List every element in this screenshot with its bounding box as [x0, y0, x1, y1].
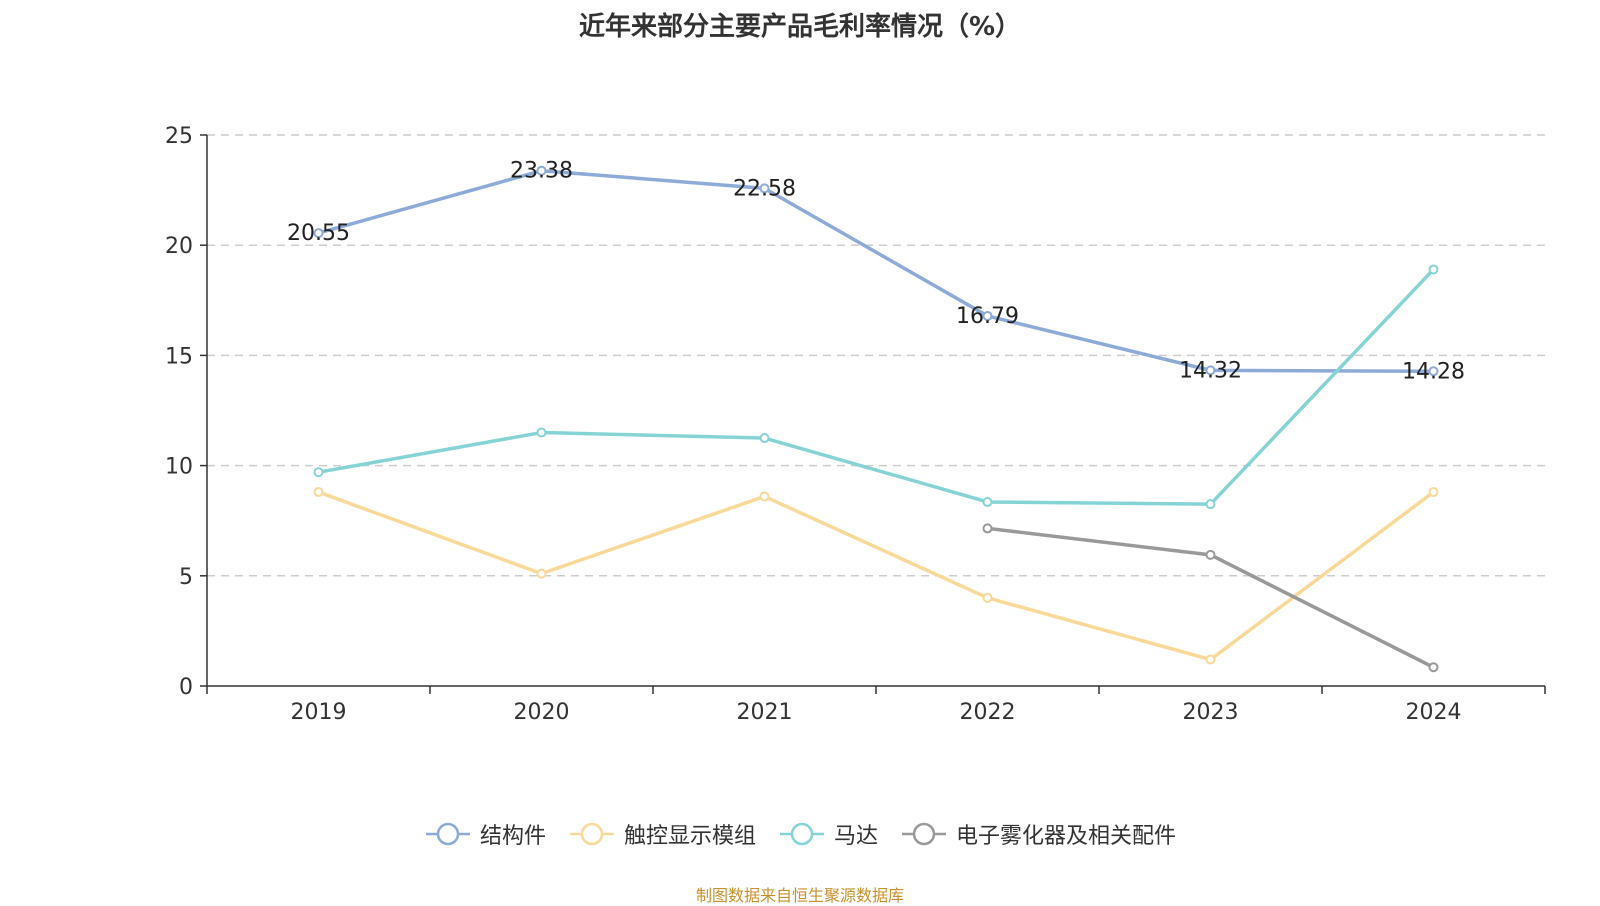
- legend-label: 触控显示模组: [623, 824, 756, 849]
- legend-marker: [790, 822, 814, 846]
- data-point: [536, 165, 547, 176]
- data-point: [1205, 365, 1216, 376]
- data-point: [1428, 662, 1439, 673]
- data-point: [759, 491, 770, 502]
- data-labels: 20.55 23.38 22.58 16.79 14.32 14.28: [287, 159, 1465, 385]
- x-tick-label: 2019: [291, 700, 347, 725]
- series-1: [313, 487, 1439, 665]
- data-point: [1205, 549, 1216, 560]
- legend-item[interactable]: 触控显示模组: [568, 818, 756, 850]
- y-tick-label: 10: [165, 455, 193, 480]
- y-tick-label: 0: [179, 675, 193, 700]
- legend-swatch-icon: [902, 822, 947, 846]
- data-label: 20.55: [287, 221, 350, 246]
- x-tick-label: 2023: [1183, 700, 1239, 725]
- x-tick-label: 2020: [514, 700, 570, 725]
- data-point: [1428, 264, 1439, 275]
- data-point: [536, 427, 547, 438]
- legend-label: 马达: [834, 824, 879, 849]
- y-tick-label: 5: [179, 565, 193, 590]
- data-point: [313, 487, 324, 498]
- data-point: [982, 310, 993, 321]
- data-label: 14.28: [1402, 359, 1465, 384]
- series-2: [313, 264, 1439, 510]
- data-point: [1205, 499, 1216, 510]
- data-point: [759, 183, 770, 194]
- series-3: [982, 523, 1439, 673]
- series-line: [316, 168, 1436, 374]
- data-point: [982, 496, 993, 507]
- data-label: 14.32: [1179, 358, 1242, 383]
- legend-marker: [912, 822, 936, 846]
- data-point: [1428, 487, 1439, 498]
- legend-swatch-icon: [425, 822, 470, 846]
- series-0: [313, 165, 1439, 377]
- y-tick-label: 15: [165, 344, 193, 369]
- data-point: [1205, 654, 1216, 665]
- data-point: [536, 568, 547, 579]
- series-lines: [313, 165, 1439, 673]
- legend: 结构件 触控显示模组 马达 电子雾化器及相关配件: [0, 818, 1600, 850]
- data-point: [313, 467, 324, 478]
- data-label: 23.38: [510, 159, 573, 184]
- x-tick-label: 2024: [1406, 700, 1462, 725]
- data-label: 22.58: [733, 176, 796, 201]
- legend-marker: [436, 822, 460, 846]
- data-point: [1428, 366, 1439, 377]
- data-point: [982, 523, 993, 534]
- y-tick-label: 20: [165, 234, 193, 259]
- x-tick-label: 2022: [960, 700, 1016, 725]
- data-label: 16.79: [956, 304, 1019, 329]
- legend-item[interactable]: 马达: [778, 818, 878, 850]
- grid-lines: [207, 134, 1545, 577]
- chart-title: 近年来部分主要产品毛利率情况（%）: [578, 12, 1022, 42]
- series-line: [316, 490, 1436, 662]
- series-line: [985, 526, 1436, 670]
- x-tick-label: 2021: [737, 700, 793, 725]
- series-line: [316, 267, 1436, 506]
- data-point: [759, 433, 770, 444]
- source-note: 制图数据来自恒生聚源数据库: [695, 886, 904, 905]
- legend-swatch-icon: [780, 822, 824, 846]
- data-point: [313, 228, 324, 239]
- legend-swatch-icon: [569, 822, 614, 846]
- legend-label: 结构件: [479, 824, 546, 849]
- data-point: [982, 592, 993, 603]
- axes: 0 5 10 15 20 25 2019 2020 2021 2022 2023 2024: [165, 124, 1546, 725]
- legend-marker: [580, 822, 604, 846]
- legend-label: 电子雾化器及相关配件: [956, 824, 1177, 849]
- y-tick-label: 25: [165, 124, 193, 149]
- legend-item[interactable]: 电子雾化器及相关配件: [900, 818, 1176, 850]
- legend-item[interactable]: 结构件: [424, 818, 546, 850]
